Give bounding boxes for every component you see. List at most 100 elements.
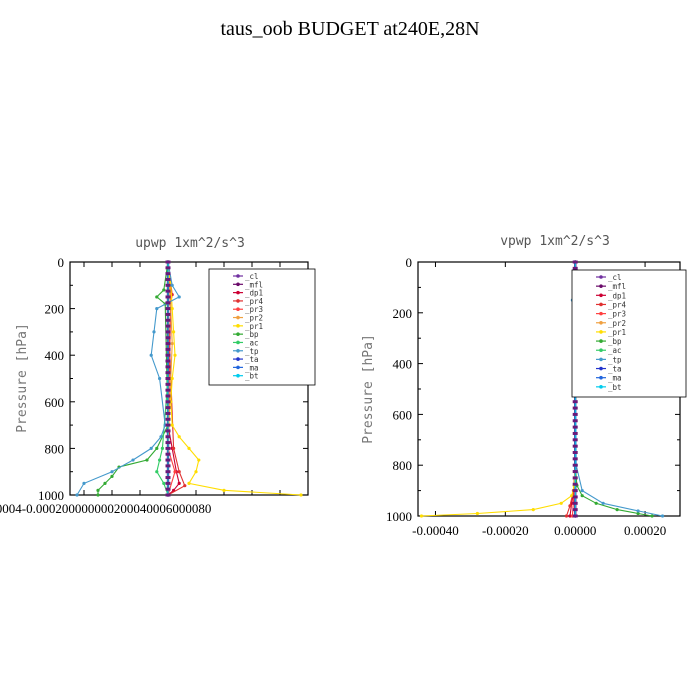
series-point bbox=[170, 283, 174, 287]
zero-line-marker bbox=[572, 470, 578, 474]
panel-vpwp: vpwp 1xm^2/s^3 Pressure [hPa] 0 200 400 600… bbox=[361, 234, 687, 538]
zero-line-marker bbox=[165, 260, 171, 264]
zero-line-marker bbox=[572, 406, 578, 410]
series-line-pr1 bbox=[421, 262, 576, 517]
series-point bbox=[96, 493, 100, 497]
legend-entry: _bp bbox=[245, 330, 259, 339]
legend-entry: _pr3 bbox=[608, 310, 626, 319]
legend-entry: _bt bbox=[608, 383, 622, 392]
legend: _cl_mfl_dp1_pr4_pr3_pr2_pr1_bp_ac_tp_ta_… bbox=[571, 269, 687, 398]
series-point bbox=[580, 494, 584, 498]
legend-entry: _tp bbox=[608, 355, 622, 364]
legend-box bbox=[571, 269, 687, 398]
zero-line-marker bbox=[572, 482, 578, 486]
series-point bbox=[96, 488, 100, 492]
zero-line-marker bbox=[165, 429, 171, 433]
series-point bbox=[155, 470, 159, 474]
series-point bbox=[183, 484, 187, 488]
zero-line-marker bbox=[165, 277, 171, 281]
series-point bbox=[162, 288, 166, 292]
zero-line-marker bbox=[165, 487, 171, 491]
series-point bbox=[172, 330, 176, 334]
series-point bbox=[172, 446, 176, 450]
series-point bbox=[173, 470, 177, 474]
series-point bbox=[568, 504, 572, 508]
series-point bbox=[152, 330, 156, 334]
series-point bbox=[155, 307, 159, 311]
zero-line-marker bbox=[572, 419, 578, 423]
zero-line-marker bbox=[165, 272, 171, 276]
legend-entry: _ta bbox=[608, 365, 622, 374]
legend-marker bbox=[236, 373, 240, 378]
zero-line-marker bbox=[165, 342, 171, 346]
zero-line-marker bbox=[165, 382, 171, 386]
legend-marker bbox=[599, 284, 603, 288]
legend-marker bbox=[599, 357, 603, 362]
zero-line-marker bbox=[165, 324, 171, 328]
legend-marker bbox=[599, 293, 603, 298]
series-point bbox=[170, 307, 174, 311]
zero-line-marker bbox=[165, 493, 171, 497]
legend-entry: _ta bbox=[245, 355, 259, 364]
legend-marker bbox=[599, 330, 603, 334]
zero-line-marker bbox=[572, 489, 578, 493]
zero-line-marker bbox=[165, 307, 171, 311]
series-point bbox=[177, 481, 181, 485]
panel-title: upwp 1xm^2/s^3 bbox=[135, 236, 245, 251]
zero-line-marker bbox=[572, 425, 578, 429]
zero-line-marker bbox=[572, 501, 578, 505]
series-point bbox=[601, 501, 605, 505]
zero-line-marker bbox=[165, 435, 171, 439]
series-point bbox=[158, 376, 162, 381]
series-point bbox=[222, 488, 226, 492]
legend-entry: _pr3 bbox=[245, 305, 263, 314]
series-line-bp bbox=[97, 261, 169, 495]
zero-line-marker bbox=[572, 495, 578, 499]
zero-line-marker bbox=[572, 451, 578, 454]
series-point bbox=[170, 376, 174, 381]
legend-entry: _ma bbox=[245, 363, 259, 372]
zero-line-marker bbox=[165, 476, 171, 480]
legend-entry: _tp bbox=[245, 347, 259, 356]
zero-line-marker bbox=[572, 266, 578, 270]
zero-line-marker bbox=[572, 514, 578, 518]
series-point bbox=[110, 470, 114, 474]
zero-line-marker bbox=[165, 394, 171, 398]
series-point bbox=[636, 511, 640, 516]
series-point bbox=[475, 511, 479, 516]
series-point bbox=[162, 481, 166, 485]
series-point bbox=[177, 435, 181, 439]
y-tick-label: 0 bbox=[58, 255, 65, 270]
series-point bbox=[149, 353, 153, 357]
series-point bbox=[158, 458, 162, 462]
series-line-tp bbox=[76, 261, 180, 496]
legend-marker bbox=[599, 348, 603, 353]
legend-marker bbox=[599, 366, 603, 371]
series-point bbox=[75, 493, 79, 497]
legend-entry: _mfl bbox=[608, 282, 626, 291]
legend-marker bbox=[599, 339, 603, 343]
series-point bbox=[197, 458, 201, 462]
legend-entry: _bt bbox=[245, 372, 259, 381]
zero-line-marker bbox=[572, 463, 578, 467]
y-tick-label: 1000 bbox=[38, 488, 64, 503]
x-tick-labels: -0.00006-0.00004-0.000200000000200040006… bbox=[0, 501, 211, 516]
panel-title: vpwp 1xm^2/s^3 bbox=[500, 234, 610, 249]
x-tick-label: 0.00000 bbox=[554, 523, 596, 538]
y-tick-label: 200 bbox=[393, 306, 413, 321]
legend-entry: _bp bbox=[608, 337, 622, 346]
legend-marker bbox=[599, 320, 603, 325]
zero-line-marker bbox=[572, 438, 578, 442]
legend-marker bbox=[599, 385, 603, 389]
series-point bbox=[570, 494, 574, 498]
series-point bbox=[559, 501, 563, 505]
zero-line-marker bbox=[165, 336, 171, 340]
series-point bbox=[650, 514, 654, 518]
zero-line-marker bbox=[572, 444, 578, 448]
series-point bbox=[155, 446, 159, 450]
x-tick-label: 0.00020 bbox=[624, 523, 666, 538]
zero-line-marker bbox=[165, 295, 171, 299]
series-point bbox=[187, 446, 191, 450]
zero-line-marker bbox=[165, 441, 171, 445]
